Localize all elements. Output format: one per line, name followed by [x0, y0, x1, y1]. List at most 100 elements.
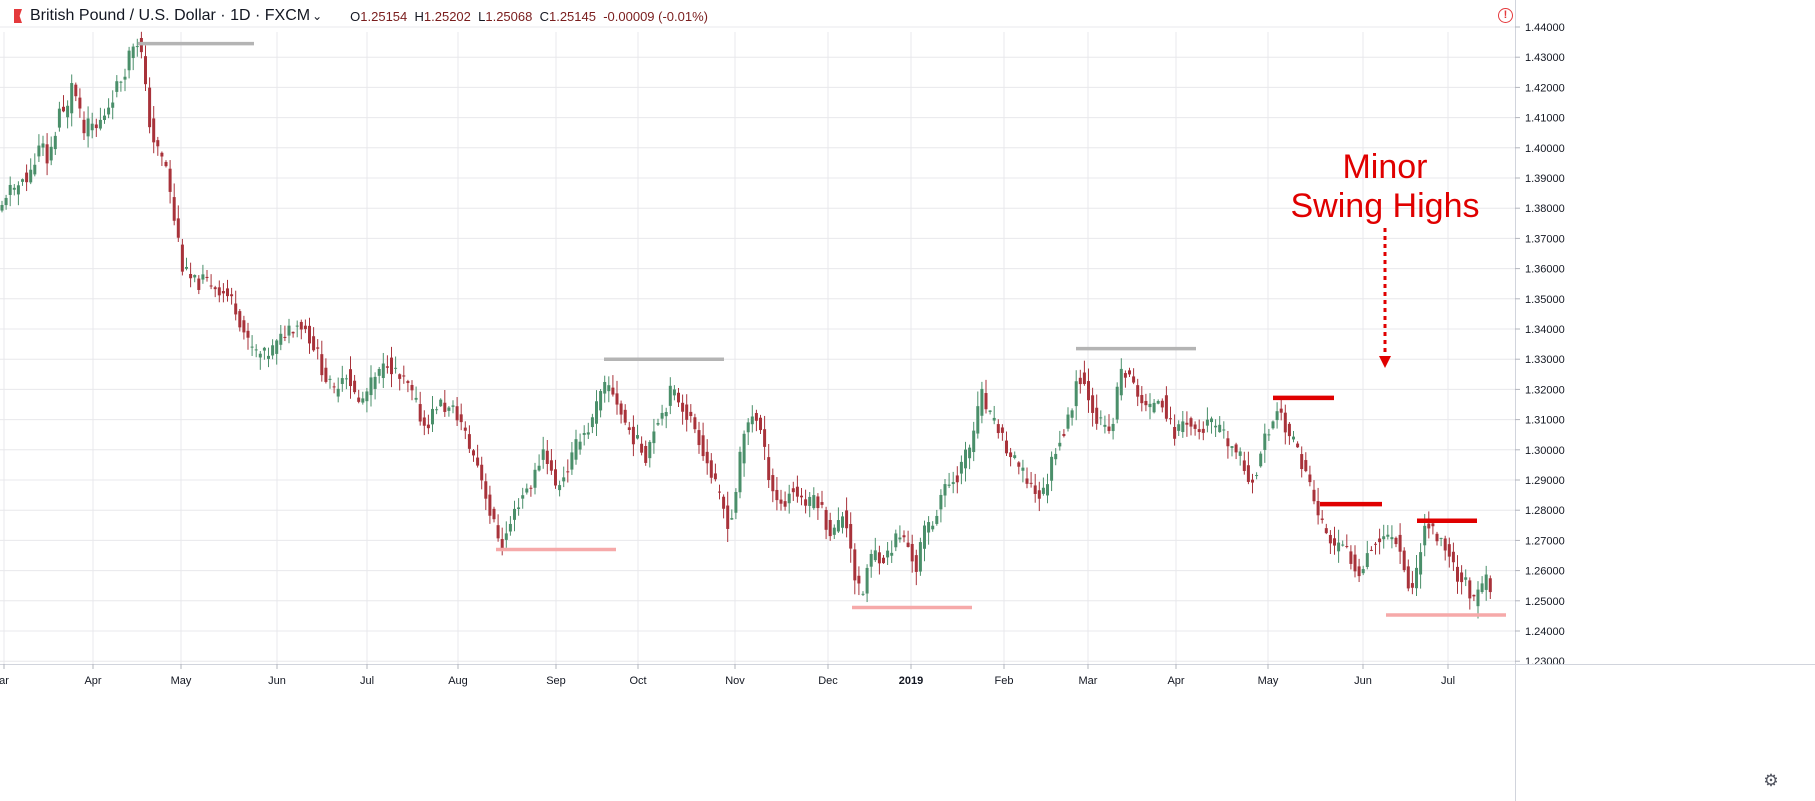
candle-body: [1337, 542, 1341, 552]
y-tick-label: 1.24000: [1525, 626, 1565, 638]
candle-body: [103, 115, 106, 121]
candle-body: [722, 496, 726, 509]
candle-body: [385, 366, 389, 368]
candle-body: [1255, 475, 1259, 477]
candle-body: [968, 447, 972, 459]
candle-body: [664, 412, 668, 417]
candle-body: [882, 557, 885, 564]
candle-body: [406, 381, 410, 384]
candle-body: [484, 481, 488, 499]
candle-body: [467, 434, 471, 449]
y-tick-label: 1.28000: [1525, 505, 1565, 517]
symbol-label[interactable]: British Pound / U.S. Dollar · 1D · FXCM: [30, 7, 311, 24]
x-tick-label: Apr: [84, 675, 101, 687]
candle-body: [340, 378, 344, 384]
candle-body: [648, 441, 652, 459]
candle-body: [488, 494, 492, 516]
candle-body: [791, 488, 795, 493]
candle-body: [168, 168, 172, 192]
y-tick-label: 1.36000: [1525, 264, 1565, 276]
candle-body: [681, 402, 685, 412]
candle-body: [964, 449, 967, 469]
flag-icon: [14, 9, 22, 23]
candle-body: [410, 384, 414, 391]
candle-body: [718, 491, 721, 493]
candle-body: [582, 433, 586, 435]
candle-body: [1484, 574, 1488, 590]
candle-body: [1062, 433, 1066, 436]
candle-body: [189, 274, 193, 279]
candle-body: [636, 435, 639, 439]
candle-body: [41, 143, 45, 148]
candle-body: [353, 380, 357, 393]
candle-body: [1087, 381, 1090, 401]
candle-body: [66, 105, 70, 118]
candle-body: [344, 378, 348, 380]
alert-icon[interactable]: !: [1498, 8, 1513, 23]
candle-body: [590, 417, 594, 428]
candle-body: [94, 124, 98, 129]
candle-body: [148, 87, 152, 128]
candle-body: [373, 376, 377, 389]
candle-body: [1456, 566, 1459, 582]
y-tick-label: 1.27000: [1525, 535, 1565, 547]
x-tick-label: May: [171, 675, 192, 687]
candle-body: [1214, 425, 1218, 428]
candle-body: [230, 294, 234, 297]
candle-body: [275, 340, 279, 354]
candle-body: [578, 441, 582, 450]
candle-body: [558, 485, 562, 491]
y-tick-label: 1.35000: [1525, 294, 1565, 306]
candle-body: [86, 118, 90, 137]
candle-body: [861, 593, 865, 595]
candle-body: [759, 417, 762, 431]
candle-body: [1435, 533, 1439, 542]
candle-body: [1136, 385, 1140, 397]
candle-body: [1423, 525, 1427, 546]
candle-body: [890, 552, 894, 556]
candle-body: [1374, 543, 1377, 545]
candle-body: [1271, 421, 1275, 429]
x-tick-label: Jun: [268, 675, 286, 687]
candle-body: [238, 311, 242, 328]
candle-body: [176, 218, 180, 238]
candle-body: [33, 164, 37, 175]
x-tick-label: Nov: [725, 675, 745, 687]
candle-body: [152, 118, 156, 143]
x-tick-label: Mar: [1079, 675, 1098, 687]
candle-body: [1111, 423, 1115, 432]
candle-body: [824, 509, 828, 530]
candle-body: [996, 424, 1000, 434]
candle-body: [1156, 401, 1160, 404]
candle-body: [812, 495, 816, 509]
candle-body: [927, 522, 931, 533]
candle-body: [1427, 523, 1431, 529]
candle-body: [455, 406, 459, 421]
candle-body: [943, 484, 947, 496]
candle-body: [886, 550, 890, 558]
candle-body: [1005, 440, 1008, 454]
candle-body: [1132, 376, 1136, 383]
candle-body: [1017, 462, 1021, 467]
candle-body: [508, 523, 512, 532]
candle-body: [1050, 456, 1054, 481]
y-tick-label: 1.44000: [1525, 22, 1565, 34]
candle-body: [1267, 434, 1271, 436]
candle-body: [221, 291, 225, 294]
candle-body: [1472, 594, 1476, 597]
candle-body: [869, 553, 873, 567]
candle-body: [656, 423, 660, 425]
candle-body: [1222, 429, 1226, 431]
candle-body: [554, 469, 557, 486]
candle-body: [16, 185, 20, 195]
candle-body: [873, 550, 877, 561]
candle-body: [1013, 455, 1017, 458]
y-tick-label: 1.29000: [1525, 475, 1565, 487]
candle-body: [492, 508, 496, 520]
candle-body: [1177, 424, 1181, 431]
chevron-down-icon[interactable]: ⌄: [312, 9, 323, 23]
candle-body: [172, 197, 176, 221]
candle-body: [939, 494, 943, 510]
gear-icon[interactable]: ⚙: [1763, 771, 1779, 790]
